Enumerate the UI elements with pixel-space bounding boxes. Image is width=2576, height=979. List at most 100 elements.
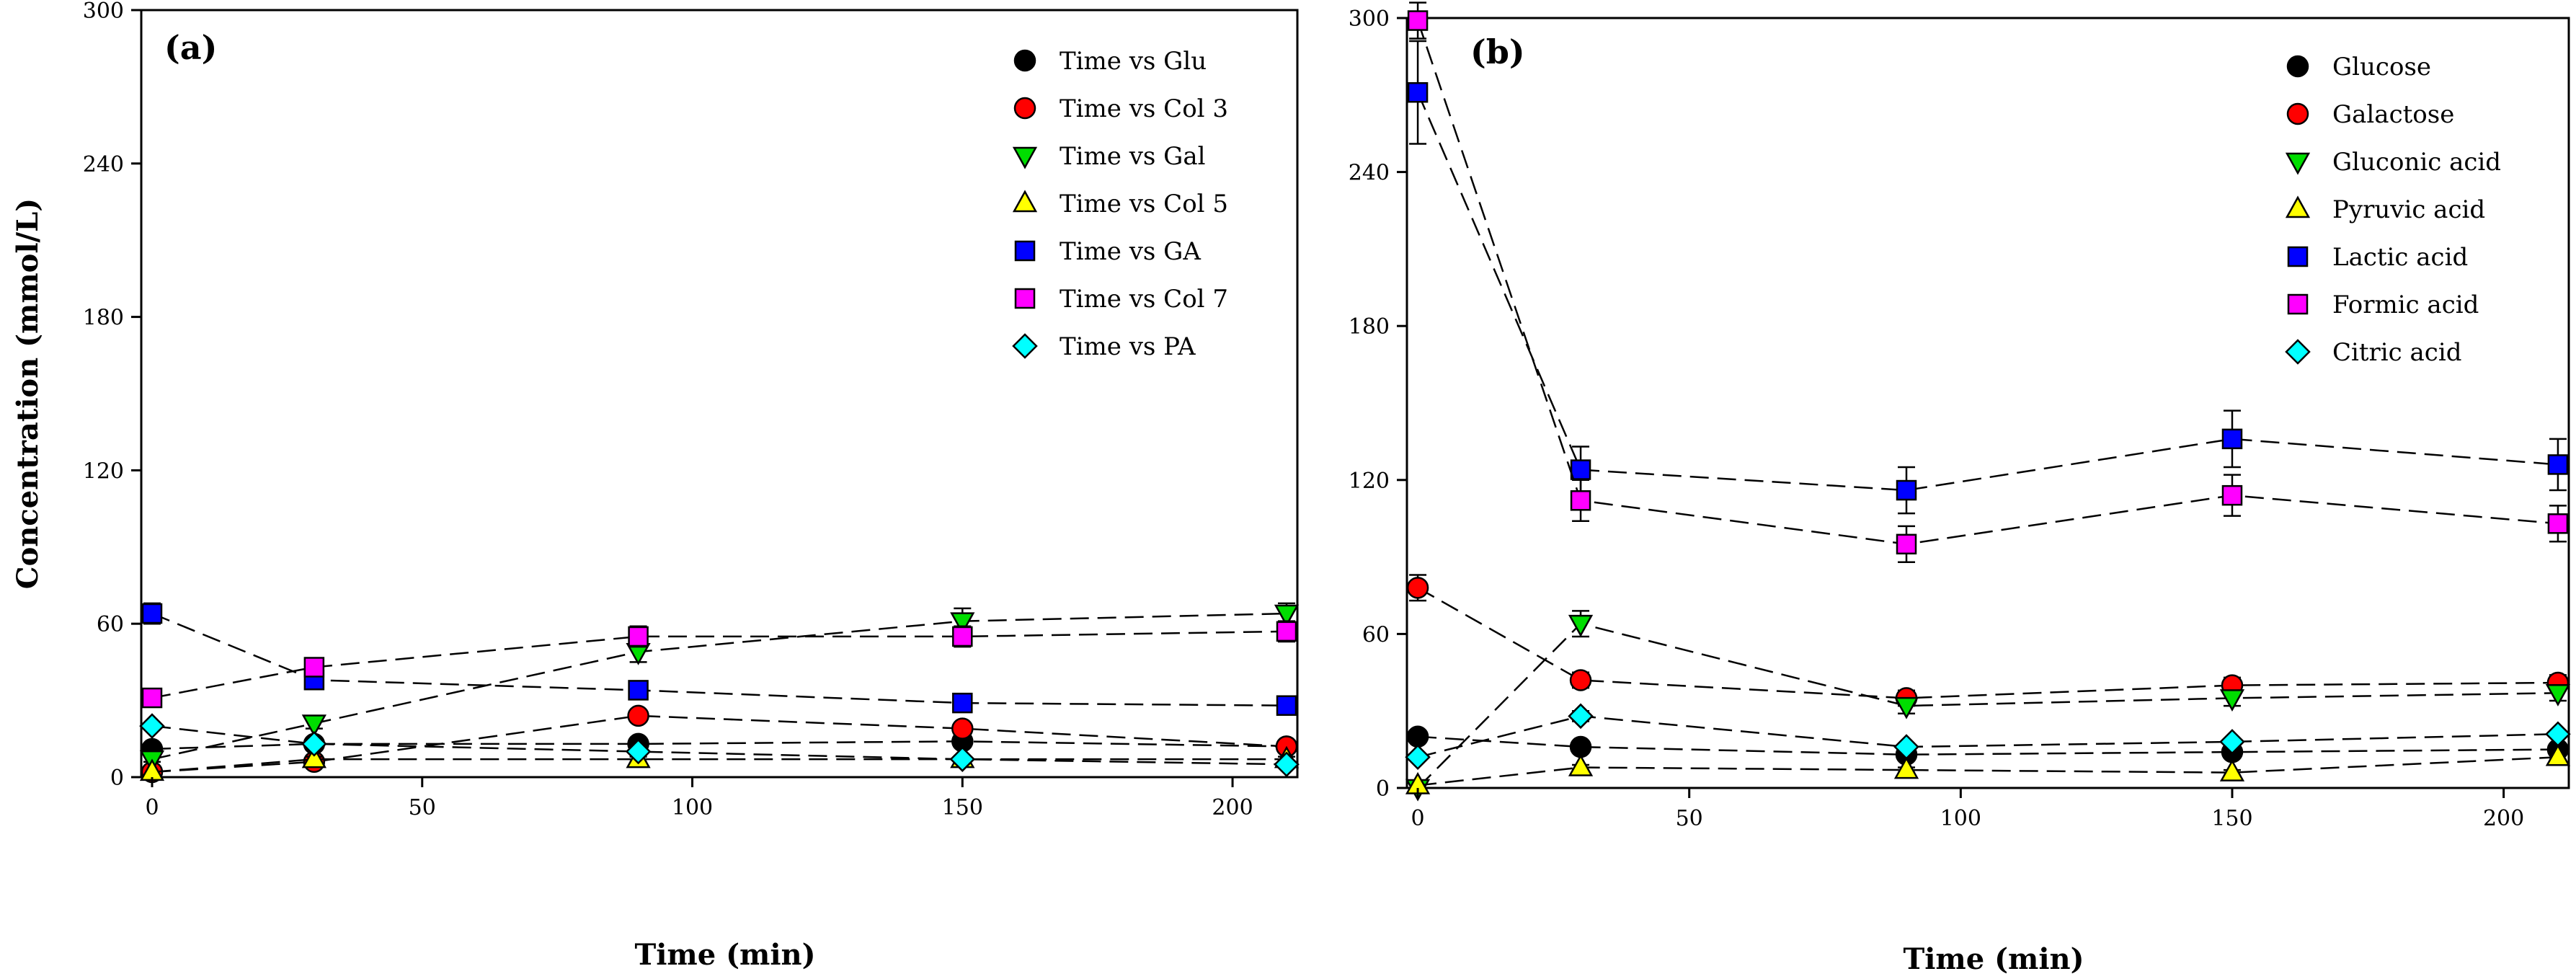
data-point xyxy=(952,626,973,647)
y-tick-label: 300 xyxy=(1349,6,1390,32)
legend-label: Lactic acid xyxy=(2332,243,2468,272)
legend-item-galactose: Galactose xyxy=(2286,100,2454,129)
data-point xyxy=(1406,577,1429,599)
data-point xyxy=(301,731,327,757)
legend-marker xyxy=(2286,55,2309,78)
data-point xyxy=(303,657,325,678)
data-point xyxy=(2547,454,2569,475)
legend-marker xyxy=(2285,339,2311,365)
data-point xyxy=(949,746,976,772)
data-point xyxy=(1893,756,1919,779)
legend-marker xyxy=(2287,293,2309,315)
data-point xyxy=(627,704,649,727)
legend-label: Citric acid xyxy=(2332,338,2461,367)
data-point xyxy=(2547,513,2569,534)
plot-frame-a xyxy=(140,9,1299,779)
legend-item-gluconic-acid: Gluconic acid xyxy=(2285,148,2501,177)
y-tick-label: 60 xyxy=(1362,622,1390,647)
legend-marker xyxy=(2287,246,2309,267)
data-point xyxy=(1405,744,1431,771)
y-tick-label: 120 xyxy=(1349,469,1390,494)
legend-marker xyxy=(1014,288,1036,309)
legend-label: Glucose xyxy=(2332,53,2431,81)
data-point xyxy=(1407,10,1429,31)
data-point xyxy=(1407,81,1429,103)
series-lactic-acid xyxy=(1407,40,2569,515)
legend-label: Pyruvic acid xyxy=(2332,195,2485,224)
legend-item-formic-acid: Formic acid xyxy=(2287,291,2479,319)
y-axis-title-a: Concentration (mmol/L) xyxy=(11,198,45,589)
data-point xyxy=(301,714,327,737)
data-point xyxy=(1569,669,1592,691)
data-point xyxy=(1569,735,1592,758)
series-time-vs-ga xyxy=(141,602,1297,716)
y-tick-label: 180 xyxy=(1349,314,1390,340)
legend-item-time-vs-col-3: Time vs Col 3 xyxy=(1013,94,1228,123)
panel-b: 0 50 100 150 200 0 60 120 180 240 300 (b) Time (m… xyxy=(1349,1,2571,976)
legend-label: Time vs Col 7 xyxy=(1060,285,1228,314)
series-line xyxy=(1417,587,2558,699)
data-point xyxy=(2219,729,2245,755)
data-point xyxy=(1406,725,1429,748)
legend-item-time-vs-col-7: Time vs Col 7 xyxy=(1014,285,1228,314)
series-time-vs-pa xyxy=(139,713,1300,778)
legend-item-pyruvic-acid: Pyruvic acid xyxy=(2285,195,2485,224)
data-point xyxy=(628,626,649,647)
legend-label: Galactose xyxy=(2332,100,2454,129)
x-tick-label: 0 xyxy=(145,795,159,820)
data-point xyxy=(952,692,973,714)
series-galactose xyxy=(1406,574,2570,709)
x-tick-label: 150 xyxy=(2211,806,2252,831)
y-tick-label: 300 xyxy=(83,0,124,24)
series-pyruvic-acid xyxy=(1405,743,2571,794)
legend-label: Formic acid xyxy=(2332,291,2479,319)
legend-label: Time vs Gal xyxy=(1060,142,1206,171)
x-tick-label: 200 xyxy=(2483,806,2524,831)
data-point xyxy=(301,745,327,768)
data-point xyxy=(1568,753,1594,776)
legend-item-time-vs-col-5: Time vs Col 5 xyxy=(1012,190,1228,218)
y-tick-label: 0 xyxy=(110,766,124,791)
data-point xyxy=(141,687,163,709)
legend-marker xyxy=(1012,333,1038,359)
data-point xyxy=(2545,721,2571,748)
legend-label: Time vs Col 3 xyxy=(1060,94,1228,123)
data-point xyxy=(951,717,974,740)
x-tick-label: 200 xyxy=(1212,795,1253,820)
legend-marker xyxy=(2285,195,2311,218)
data-point xyxy=(1570,490,1591,511)
legend-marker xyxy=(2285,152,2311,175)
series-line xyxy=(1416,92,2559,492)
series-line xyxy=(151,714,1287,774)
legend-label: Time vs PA xyxy=(1060,332,1196,361)
y-tick-label: 240 xyxy=(1349,161,1390,186)
legend-item-time-vs-gal: Time vs Gal xyxy=(1012,142,1206,171)
y-tick-label: 180 xyxy=(83,306,124,331)
series-line xyxy=(1417,622,2558,789)
data-point xyxy=(2545,743,2571,766)
legend-marker xyxy=(1013,49,1036,72)
legend-marker xyxy=(1013,97,1036,120)
data-point xyxy=(1274,751,1300,778)
x-tick-label: 50 xyxy=(409,795,436,820)
data-point xyxy=(950,612,975,635)
series-formic-acid xyxy=(1407,1,2569,563)
data-point xyxy=(141,603,163,624)
data-point xyxy=(1276,621,1297,642)
data-point xyxy=(2219,689,2245,712)
data-point xyxy=(1276,695,1297,716)
data-point xyxy=(1274,604,1300,627)
legend-item-time-vs-glu: Time vs Glu xyxy=(1013,47,1207,76)
data-point xyxy=(1896,479,1917,501)
series-line xyxy=(151,740,1287,750)
x-tick-label: 0 xyxy=(1411,806,1425,831)
legend-label: Gluconic acid xyxy=(2332,148,2501,177)
data-point xyxy=(2221,484,2243,506)
data-point xyxy=(1570,459,1591,480)
series-line xyxy=(151,630,1287,699)
legend-item-glucose: Glucose xyxy=(2286,53,2431,81)
panel-a: 0 50 100 150 200 0 60 120 180 240 300 (a) Time (m… xyxy=(11,0,1300,972)
x-tick-label: 100 xyxy=(672,795,713,820)
legend-marker xyxy=(1012,190,1038,213)
